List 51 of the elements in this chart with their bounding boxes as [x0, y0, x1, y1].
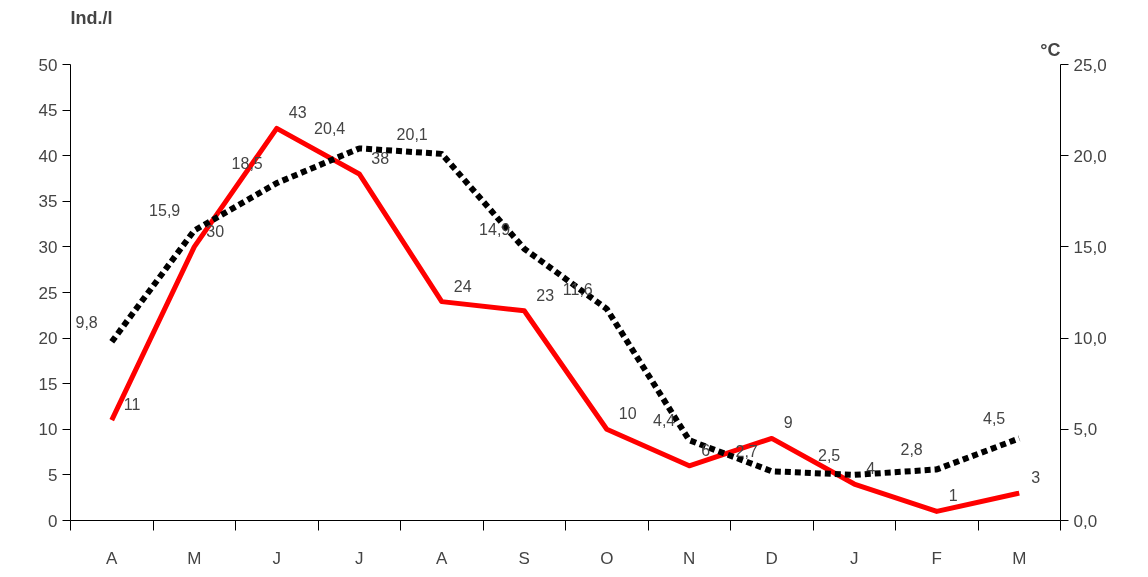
x-tick-label: S: [518, 548, 530, 568]
y2-tick-label: 5,0: [1073, 420, 1098, 440]
y2-tick-label: 20,0: [1073, 146, 1107, 166]
data-label: 4,4: [653, 412, 676, 430]
x-tick-label: N: [683, 548, 696, 568]
data-label: 24: [453, 277, 472, 295]
data-label: 2,5: [818, 446, 841, 464]
data-label: 4,5: [983, 410, 1006, 428]
y-tick-label: 10: [38, 420, 58, 440]
data-label: 15,9: [149, 202, 181, 220]
data-label: 20,4: [314, 120, 346, 138]
y-tick-label: 15: [38, 374, 58, 394]
x-tick-label: M: [1012, 548, 1027, 568]
x-tick-label: A: [106, 548, 119, 568]
y-tick-label: 20: [38, 329, 58, 349]
data-label: 10: [618, 405, 637, 423]
data-label: 20,1: [396, 125, 428, 143]
data-label: 9,8: [75, 313, 98, 331]
x-tick-label: O: [600, 548, 614, 568]
y-tick-label: 25: [38, 283, 58, 303]
y-tick-label: 30: [38, 237, 58, 257]
y-tick-label: 45: [38, 101, 58, 121]
data-label: 9: [783, 414, 793, 432]
x-tick-label: M: [187, 548, 202, 568]
data-label: 4: [866, 460, 876, 478]
y2-axis-title: °C: [1040, 39, 1061, 60]
data-label: 3: [1031, 469, 1041, 487]
y2-tick-label: 15,0: [1073, 237, 1107, 257]
y2-tick-label: 0,0: [1073, 511, 1098, 531]
y-tick-label: 40: [38, 146, 58, 166]
y-tick-label: 50: [38, 55, 58, 75]
x-tick-label: J: [850, 548, 859, 568]
x-tick-label: J: [355, 548, 364, 568]
data-label: 2,8: [900, 441, 923, 459]
y-tick-label: 35: [38, 192, 58, 212]
data-label: 14,9: [479, 220, 511, 238]
data-label: 1: [948, 487, 958, 505]
data-label: 38: [371, 149, 390, 167]
data-label: 23: [536, 286, 555, 304]
x-tick-label: D: [765, 548, 778, 568]
y2-tick-label: 25,0: [1073, 55, 1107, 75]
y-axis-title: Ind./l: [70, 7, 113, 28]
y-tick-label: 0: [48, 511, 58, 531]
y-tick-label: 5: [48, 465, 58, 485]
x-tick-label: A: [436, 548, 449, 568]
data-label: 43: [288, 104, 307, 122]
y2-tick-label: 10,0: [1073, 329, 1107, 349]
data-label: 11: [123, 396, 141, 414]
x-tick-label: J: [272, 548, 281, 568]
data-label: 30: [206, 222, 225, 240]
x-tick-label: F: [931, 548, 942, 568]
